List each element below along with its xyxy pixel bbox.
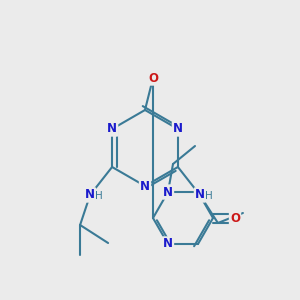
Text: N: N [85, 188, 95, 202]
Text: H: H [95, 191, 103, 201]
Text: O: O [230, 212, 240, 224]
Text: N: N [107, 122, 117, 136]
Text: N: N [173, 122, 183, 136]
Text: N: N [195, 188, 205, 202]
Text: O: O [148, 71, 158, 85]
Text: N: N [140, 179, 150, 193]
Text: N: N [163, 238, 173, 250]
Text: H: H [205, 191, 213, 201]
Text: N: N [163, 185, 173, 199]
